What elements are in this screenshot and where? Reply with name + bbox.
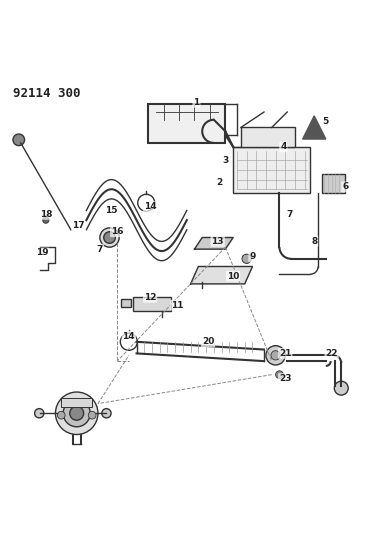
Text: 2: 2 — [217, 178, 223, 187]
Text: 13: 13 — [212, 237, 224, 246]
Polygon shape — [303, 116, 326, 139]
Text: 10: 10 — [227, 272, 239, 281]
Bar — [233, 147, 310, 193]
Circle shape — [266, 346, 285, 365]
Circle shape — [334, 381, 348, 395]
Text: 22: 22 — [325, 349, 338, 358]
Text: 7: 7 — [286, 210, 292, 219]
Circle shape — [13, 134, 25, 146]
Circle shape — [242, 254, 251, 263]
Text: 92114 300: 92114 300 — [13, 87, 81, 100]
Text: 23: 23 — [279, 374, 291, 383]
Text: 14: 14 — [144, 202, 156, 211]
Circle shape — [56, 392, 98, 434]
Circle shape — [35, 409, 44, 418]
Text: 18: 18 — [40, 210, 52, 219]
Bar — [148, 104, 225, 143]
Bar — [133, 297, 171, 311]
Text: 6: 6 — [342, 182, 348, 191]
Circle shape — [102, 409, 111, 418]
Circle shape — [104, 232, 115, 244]
Text: 12: 12 — [144, 293, 156, 302]
Circle shape — [58, 411, 65, 419]
Bar — [121, 300, 131, 307]
Circle shape — [276, 371, 283, 378]
Circle shape — [43, 217, 49, 223]
Text: 5: 5 — [323, 117, 329, 126]
Circle shape — [100, 228, 119, 247]
Text: 19: 19 — [36, 248, 48, 257]
Polygon shape — [191, 266, 252, 284]
Text: 7: 7 — [97, 245, 103, 254]
Text: 15: 15 — [105, 206, 118, 215]
Circle shape — [70, 406, 84, 420]
Bar — [322, 174, 345, 193]
Text: 21: 21 — [279, 349, 291, 358]
Text: 4: 4 — [280, 142, 287, 151]
Text: 16: 16 — [111, 227, 123, 236]
Text: 14: 14 — [123, 332, 135, 341]
Text: 3: 3 — [222, 156, 228, 165]
Text: 9: 9 — [249, 252, 256, 261]
Circle shape — [271, 351, 280, 360]
Text: 1: 1 — [193, 98, 200, 107]
Text: 17: 17 — [72, 221, 85, 230]
Text: 20: 20 — [202, 337, 214, 346]
Text: 8: 8 — [311, 237, 317, 246]
Polygon shape — [194, 238, 233, 249]
Text: 11: 11 — [171, 301, 183, 310]
Bar — [61, 398, 92, 407]
Bar — [241, 127, 295, 147]
Circle shape — [88, 411, 96, 419]
Circle shape — [63, 400, 90, 427]
